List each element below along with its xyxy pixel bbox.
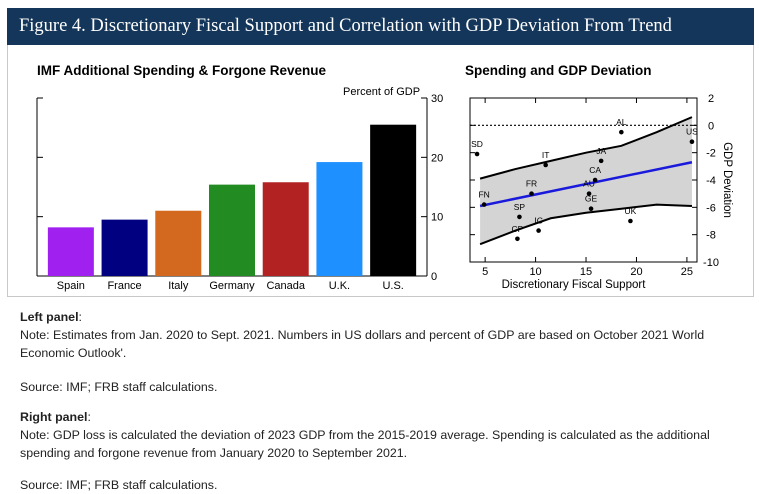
scatter-ytick-label: 2: [708, 93, 714, 105]
scatter-point: [543, 162, 548, 168]
scatter-ytick-label: -2: [706, 148, 716, 160]
right-panel-note: Note: GDP loss is calculated the deviati…: [20, 428, 710, 460]
confidence-lower-line: [479, 203, 692, 246]
charts-canvas: IMF Additional Spending & Forgone Revenu…: [36, 63, 733, 292]
bar: [209, 184, 255, 276]
bar-chart-ytick-label: 0: [431, 271, 437, 283]
bar-category-label: France: [107, 280, 141, 292]
scatter-chart-title: Spending and GDP Deviation: [465, 63, 652, 78]
scatter-point-label: IT: [542, 150, 550, 160]
notes-section: Left panel: Note: Estimates from Jan. 20…: [20, 308, 745, 494]
scatter-xlabel: Discretionary Fiscal Support: [502, 279, 647, 291]
scatter-point: [598, 158, 604, 164]
scatter-point: [536, 228, 541, 233]
scatter-point: [586, 191, 592, 196]
bar: [101, 219, 148, 276]
bar: [262, 182, 309, 276]
scatter-point-label: IC: [534, 216, 543, 226]
scatter-point-label: FN: [478, 190, 489, 200]
scatter-xtick-label: 25: [681, 266, 693, 278]
scatter-point: [689, 139, 695, 145]
scatter-point: [619, 129, 624, 135]
bar-chart-unit-label: Percent of GDP: [343, 86, 420, 98]
confidence-band: [480, 117, 692, 245]
left-panel-note: Note: Estimates from Jan. 2020 to Sept. …: [20, 328, 705, 360]
left-panel-heading-colon: :: [78, 310, 82, 324]
right-panel-heading-text: Right panel: [20, 410, 88, 424]
scatter-point-label: JA: [596, 146, 606, 156]
scatter-ytick-label: -10: [703, 257, 719, 269]
scatter-point: [529, 191, 534, 196]
scatter-point: [592, 177, 598, 183]
scatter-point: [515, 236, 520, 242]
right-panel-heading-colon: :: [87, 410, 91, 424]
figure-title: Figure 4. Discretionary Fiscal Support a…: [7, 8, 754, 45]
bar: [155, 210, 202, 276]
scatter-point: [474, 151, 480, 157]
scatter-xtick-label: 20: [630, 266, 642, 278]
scatter-xtick-label: 15: [580, 266, 592, 278]
fit-line: [479, 161, 693, 208]
bar: [316, 162, 363, 276]
scatter-xtick-label: 5: [482, 266, 488, 278]
scatter-point-label: SD: [471, 139, 483, 149]
scatter-point-label: FR: [526, 179, 537, 189]
bar-category-label: Canada: [266, 280, 305, 292]
bar-chart: IMF Additional Spending & Forgone Revenu…: [36, 63, 443, 292]
scatter-point: [588, 206, 594, 211]
left-panel-heading-text: Left panel: [20, 310, 79, 324]
scatter-point-label: CA: [589, 165, 601, 175]
bar: [47, 227, 94, 276]
scatter-ytick-label: -8: [706, 230, 716, 242]
bar-category-label: U.K.: [329, 280, 350, 292]
confidence-upper-line: [479, 116, 693, 180]
bar-chart-plot: 0 10 20 30 Spain France Italy Germany Canada U.K.…: [36, 93, 443, 292]
bar-chart-ytick-label: 20: [431, 152, 443, 164]
bar: [370, 124, 417, 276]
bar-category-label: Germany: [209, 280, 255, 292]
scatter-point-label: CP: [512, 224, 524, 234]
scatter-chart-plot: 5 10 15 20 25 -10 -8 -6 -4 -2 0 2 Discretionary Fisc…: [469, 93, 733, 291]
scatter-point-label: UK: [625, 206, 637, 216]
bar-chart-ytick-label: 30: [431, 93, 443, 105]
bar-chart-ytick-label: 10: [431, 212, 443, 224]
right-panel-source: Source: IMF; FRB staff calculations.: [20, 478, 218, 492]
scatter-point: [628, 218, 633, 224]
scatter-point-label: GE: [585, 194, 598, 204]
scatter-point: [481, 202, 487, 207]
scatter-xtick-label: 10: [529, 266, 541, 278]
bar-category-label: Spain: [57, 280, 85, 292]
bar-chart-title: IMF Additional Spending & Forgone Revenu…: [37, 63, 326, 78]
scatter-point-label: AU: [583, 179, 595, 189]
scatter-ylabel: GDP Deviation: [721, 142, 733, 218]
scatter-chart: Spending and GDP Deviation 5 10 15 20 25-10-…: [465, 63, 733, 291]
scatter-point-label: SP: [514, 202, 526, 212]
right-panel-heading: Right panel:: [20, 408, 745, 426]
scatter-point: [517, 214, 522, 220]
scatter-point-label: US: [686, 127, 698, 137]
scatter-ytick-label: -4: [706, 175, 716, 187]
scatter-ytick-label: 0: [708, 120, 714, 132]
bar-category-label: U.S.: [382, 280, 403, 292]
bar-category-label: Italy: [168, 280, 189, 292]
chart-frame: [7, 45, 754, 297]
scatter-point-label: AL: [616, 117, 627, 127]
left-panel-heading: Left panel:: [20, 308, 745, 326]
left-panel-source: Source: IMF; FRB staff calculations.: [20, 380, 218, 394]
scatter-ytick-label: -6: [706, 202, 716, 214]
